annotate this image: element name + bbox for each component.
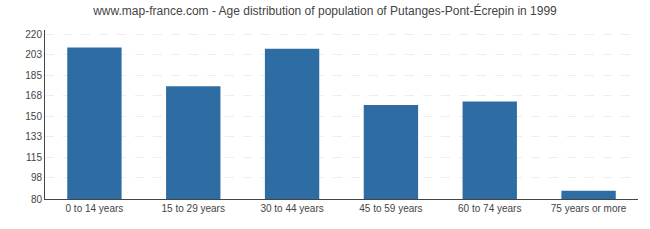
- svg-text:203: 203: [25, 49, 42, 60]
- svg-text:www.map-france.com - Age distr: www.map-france.com - Age distribution of…: [92, 3, 557, 18]
- svg-text:220: 220: [25, 29, 42, 40]
- svg-text:150: 150: [25, 111, 42, 122]
- svg-text:30 to 44 years: 30 to 44 years: [260, 203, 323, 214]
- svg-text:168: 168: [25, 90, 42, 101]
- svg-text:115: 115: [26, 152, 42, 163]
- svg-text:75 years or more: 75 years or more: [551, 203, 627, 214]
- svg-text:133: 133: [25, 131, 42, 142]
- svg-text:0 to 14 years: 0 to 14 years: [66, 203, 124, 214]
- svg-text:15 to 29 years: 15 to 29 years: [162, 203, 225, 214]
- svg-text:98: 98: [31, 172, 43, 183]
- svg-text:45 to 59 years: 45 to 59 years: [359, 203, 422, 214]
- svg-text:80: 80: [31, 194, 43, 205]
- svg-text:185: 185: [25, 70, 42, 81]
- svg-text:60 to 74 years: 60 to 74 years: [458, 203, 521, 214]
